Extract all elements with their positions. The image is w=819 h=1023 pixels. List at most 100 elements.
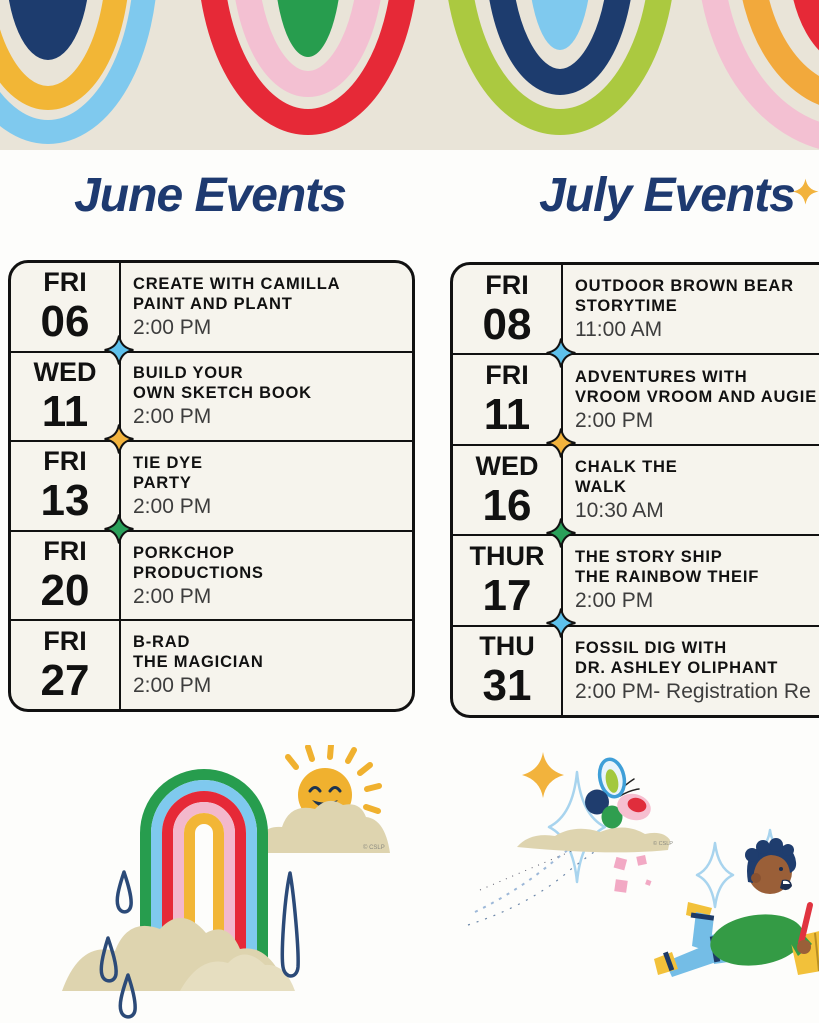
day-label: FRI bbox=[43, 536, 87, 567]
reading-boy-illustration bbox=[654, 838, 819, 977]
june-events-table: FRI 06 CREATE WITH CAMILLA PAINT AND PLA… bbox=[8, 260, 415, 712]
date-cell: FRI 11 bbox=[453, 355, 563, 444]
event-title-line: THE RAINBOW THEIF bbox=[575, 568, 760, 587]
event-title-line: PARTY bbox=[133, 473, 192, 492]
date-number: 31 bbox=[482, 661, 532, 711]
sparkle-blue-icon bbox=[546, 608, 576, 638]
sparkle-gold-icon bbox=[104, 424, 134, 454]
event-cell: TIE DYE PARTY 2:00 PM bbox=[121, 442, 412, 530]
table-row: FRI 27 B-RAD THE MAGICIAN 2:00 PM bbox=[11, 621, 412, 709]
sparkle-gold-icon bbox=[546, 428, 576, 458]
event-cell: B-RAD THE MAGICIAN 2:00 PM bbox=[121, 621, 412, 709]
rainbow-arches-icon bbox=[0, 0, 819, 149]
table-row: FRI 11 ADVENTURES WITH VROOM VROOM AND A… bbox=[453, 355, 819, 446]
date-cell: WED 16 bbox=[453, 445, 563, 535]
june-title: June Events bbox=[74, 169, 347, 222]
date-number: 20 bbox=[40, 566, 90, 616]
july-title: July Events bbox=[539, 169, 796, 222]
event-title-line: WALK bbox=[575, 478, 627, 497]
day-label: WED bbox=[475, 450, 539, 481]
cloud bbox=[255, 800, 390, 853]
date-cell: THU 31 bbox=[453, 626, 563, 715]
event-cell: BUILD YOUR OWN SKETCH BOOK 2:00 PM bbox=[121, 353, 412, 441]
butterfly-icon bbox=[585, 757, 651, 829]
event-title-line: TIE DYE bbox=[133, 453, 203, 472]
day-label: FRI bbox=[43, 267, 87, 298]
july-events-table: FRI 08 OUTDOOR BROWN BEAR STORYTIME 11:0… bbox=[450, 262, 819, 718]
event-time: 2:00 PM- Registration Re bbox=[575, 679, 811, 703]
sparkle-green-icon bbox=[546, 518, 576, 548]
day-label: THUR bbox=[469, 540, 545, 571]
event-cell: OUTDOOR BROWN BEAR STORYTIME 11:00 AM bbox=[563, 265, 819, 353]
table-row: FRI 06 CREATE WITH CAMILLA PAINT AND PLA… bbox=[11, 263, 412, 353]
event-time: 2:00 PM bbox=[133, 584, 212, 608]
date-cell: WED 11 bbox=[11, 352, 121, 441]
event-title-line: DR. ASHLEY OLIPHANT bbox=[575, 658, 779, 677]
sparkle-blue-icon bbox=[546, 338, 576, 368]
rainbow-band bbox=[0, 0, 819, 150]
event-time: 2:00 PM bbox=[133, 315, 212, 339]
event-title-line: PAINT AND PLANT bbox=[133, 294, 293, 313]
date-number: 16 bbox=[482, 480, 532, 530]
event-title-line: PORKCHOP bbox=[133, 543, 235, 562]
table-row: FRI 13 TIE DYE PARTY 2:00 PM bbox=[11, 442, 412, 532]
date-number: 27 bbox=[40, 655, 90, 705]
butterfly-boy-illustration: © CSLP bbox=[467, 752, 819, 977]
cloud-hill-small bbox=[180, 954, 295, 991]
event-title-line: VROOM VROOM AND AUGIE bbox=[575, 387, 817, 406]
day-label: FRI bbox=[485, 269, 529, 300]
title-sparkle-icon bbox=[792, 178, 819, 205]
day-label: THU bbox=[479, 631, 535, 662]
event-title-line: BUILD YOUR bbox=[133, 364, 244, 383]
event-title-line: THE STORY SHIP bbox=[575, 548, 723, 567]
event-time: 2:00 PM bbox=[133, 494, 212, 518]
event-title-line: CHALK THE bbox=[575, 458, 678, 477]
day-label: WED bbox=[33, 356, 97, 387]
event-title-line: ADVENTURES WITH bbox=[575, 367, 748, 386]
rainbow-sun-illustration: © CSLP bbox=[62, 745, 390, 1019]
event-title-line: OWN SKETCH BOOK bbox=[133, 384, 312, 403]
event-time: 2:00 PM bbox=[133, 674, 212, 698]
event-cell: PORKCHOP PRODUCTIONS 2:00 PM bbox=[121, 532, 412, 620]
event-time: 2:00 PM bbox=[575, 589, 654, 613]
date-number: 11 bbox=[41, 386, 89, 436]
date-cell: FRI 08 bbox=[453, 265, 563, 354]
raindrops-icon bbox=[99, 870, 300, 1019]
event-title-line: STORYTIME bbox=[575, 297, 678, 316]
date-cell: FRI 06 bbox=[11, 263, 121, 351]
event-time: 2:00 PM bbox=[133, 405, 212, 429]
event-title-line: CREATE WITH CAMILLA bbox=[133, 274, 341, 293]
event-cell: THE STORY SHIP THE RAINBOW THEIF 2:00 PM bbox=[563, 536, 819, 624]
date-cell: FRI 13 bbox=[11, 442, 121, 530]
table-row: WED 16 CHALK THE WALK 10:30 AM bbox=[453, 445, 819, 537]
day-label: FRI bbox=[485, 360, 529, 391]
day-label: FRI bbox=[43, 625, 87, 656]
table-row: FRI 20 PORKCHOP PRODUCTIONS 2:00 PM bbox=[11, 531, 412, 622]
date-number: 13 bbox=[40, 476, 90, 526]
sparkle-blue-icon bbox=[104, 335, 134, 365]
sparkle-green-icon bbox=[104, 514, 134, 544]
cloud-streak bbox=[517, 827, 670, 853]
date-cell: FRI 20 bbox=[11, 531, 121, 620]
date-cell: THUR 17 bbox=[453, 536, 563, 625]
confetti bbox=[613, 855, 652, 893]
event-title-line: PRODUCTIONS bbox=[133, 563, 264, 582]
event-cell: ADVENTURES WITH VROOM VROOM AND AUGIE 2:… bbox=[563, 355, 819, 443]
event-title-line: FOSSIL DIG WITH bbox=[575, 638, 727, 657]
event-cell: CREATE WITH CAMILLA PAINT AND PLANT 2:00… bbox=[121, 263, 412, 351]
date-number: 17 bbox=[482, 570, 532, 620]
event-title-line: B-RAD bbox=[133, 633, 191, 652]
cslp-credit: © CSLP bbox=[653, 840, 673, 847]
event-time: 10:30 AM bbox=[575, 499, 664, 523]
table-row: THU 31 FOSSIL DIG WITH DR. ASHLEY OLIPHA… bbox=[453, 626, 819, 715]
event-title-line: OUTDOOR BROWN BEAR bbox=[575, 277, 794, 296]
table-row: THUR 17 THE STORY SHIP THE RAINBOW THEIF… bbox=[453, 536, 819, 627]
table-row: FRI 08 OUTDOOR BROWN BEAR STORYTIME 11:0… bbox=[453, 265, 819, 356]
date-number: 08 bbox=[482, 299, 532, 349]
date-number: 06 bbox=[40, 297, 90, 347]
gold-sparkle-icon bbox=[522, 752, 564, 798]
date-cell: FRI 27 bbox=[11, 621, 121, 709]
event-cell: CHALK THE WALK 10:30 AM bbox=[563, 446, 819, 534]
event-time: 11:00 AM bbox=[575, 318, 663, 342]
event-time: 2:00 PM bbox=[575, 408, 654, 432]
